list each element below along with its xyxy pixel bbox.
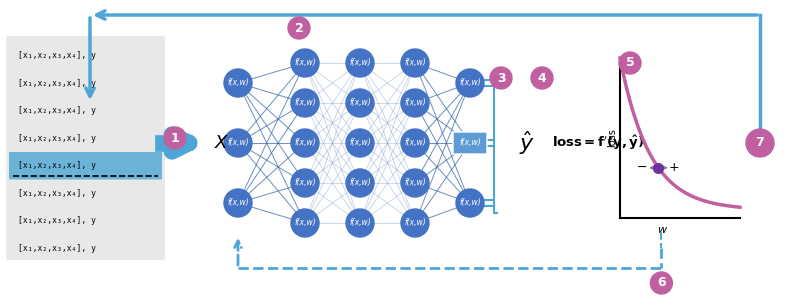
Text: [x₁,x₂,x₃,x₄], y: [x₁,x₂,x₃,x₄], y — [18, 216, 96, 225]
Text: 5: 5 — [626, 57, 634, 69]
Text: 7: 7 — [756, 136, 764, 150]
Text: f(x,w): f(x,w) — [404, 99, 426, 108]
Text: f(x,w): f(x,w) — [349, 218, 371, 227]
Text: f(x,w): f(x,w) — [349, 58, 371, 68]
Text: 4: 4 — [538, 72, 546, 85]
Text: [x₁,x₂,x₃,x₄], y: [x₁,x₂,x₃,x₄], y — [18, 134, 96, 143]
Text: f(x,w): f(x,w) — [294, 218, 316, 227]
Circle shape — [531, 67, 553, 89]
Circle shape — [224, 69, 252, 97]
Text: f(x,w): f(x,w) — [404, 179, 426, 187]
Circle shape — [291, 169, 319, 197]
Text: f(x,w): f(x,w) — [227, 78, 249, 88]
Circle shape — [346, 169, 374, 197]
Text: [x₁,x₂,x₃,x₄], y: [x₁,x₂,x₃,x₄], y — [18, 106, 96, 115]
Circle shape — [401, 49, 429, 77]
Text: f(x,w): f(x,w) — [349, 179, 371, 187]
Text: f(x,w): f(x,w) — [227, 139, 249, 148]
Circle shape — [401, 209, 429, 237]
Circle shape — [346, 129, 374, 157]
Text: 2: 2 — [294, 21, 303, 35]
Text: $\hat{y}$: $\hat{y}$ — [519, 129, 535, 157]
Text: $\mathbf{loss = f^{\prime}(y,\hat{y})}$: $\mathbf{loss = f^{\prime}(y,\hat{y})}$ — [552, 134, 645, 152]
Text: [x₁,x₂,x₃,x₄], y: [x₁,x₂,x₃,x₄], y — [18, 51, 96, 60]
Circle shape — [164, 127, 186, 149]
Circle shape — [288, 17, 310, 39]
Text: 3: 3 — [497, 72, 506, 85]
Text: [x₁,x₂,x₃,x₄], y: [x₁,x₂,x₃,x₄], y — [18, 161, 96, 170]
Circle shape — [456, 69, 484, 97]
Circle shape — [346, 89, 374, 117]
Circle shape — [401, 129, 429, 157]
Circle shape — [401, 169, 429, 197]
Circle shape — [346, 49, 374, 77]
Circle shape — [346, 209, 374, 237]
FancyBboxPatch shape — [9, 152, 162, 179]
Circle shape — [401, 89, 429, 117]
Circle shape — [619, 52, 641, 74]
Text: +: + — [669, 161, 680, 174]
Text: f(x,w): f(x,w) — [459, 198, 481, 207]
Text: f(x,w): f(x,w) — [459, 78, 481, 88]
Text: f(x,w): f(x,w) — [404, 58, 426, 68]
Text: f(x,w): f(x,w) — [349, 99, 371, 108]
Circle shape — [746, 129, 774, 157]
Text: loss: loss — [607, 128, 617, 148]
Text: f(x,w): f(x,w) — [294, 58, 316, 68]
Circle shape — [291, 49, 319, 77]
Circle shape — [291, 129, 319, 157]
Circle shape — [291, 89, 319, 117]
Text: f(x,w): f(x,w) — [294, 139, 316, 148]
Text: f(x,w): f(x,w) — [294, 99, 316, 108]
Text: 6: 6 — [657, 277, 666, 289]
Circle shape — [224, 129, 252, 157]
Circle shape — [291, 209, 319, 237]
Text: f(x,w): f(x,w) — [349, 139, 371, 148]
Text: −: − — [637, 161, 648, 174]
Text: [x₁,x₂,x₃,x₄], y: [x₁,x₂,x₃,x₄], y — [18, 189, 96, 198]
Text: $\mathbf{\mathit{X}}$: $\mathbf{\mathit{X}}$ — [214, 134, 230, 152]
Text: f(x,w): f(x,w) — [404, 139, 426, 148]
FancyBboxPatch shape — [453, 132, 487, 154]
Text: [x₁,x₂,x₃,x₄], y: [x₁,x₂,x₃,x₄], y — [18, 79, 96, 88]
Circle shape — [224, 189, 252, 217]
Circle shape — [456, 189, 484, 217]
Circle shape — [490, 67, 512, 89]
FancyBboxPatch shape — [6, 36, 165, 260]
Circle shape — [650, 272, 672, 294]
Text: w: w — [657, 225, 666, 235]
Text: f(x,w): f(x,w) — [227, 198, 249, 207]
Text: f(x,w): f(x,w) — [459, 139, 481, 148]
Text: [x₁,x₂,x₃,x₄], y: [x₁,x₂,x₃,x₄], y — [18, 244, 96, 253]
Text: 1: 1 — [170, 131, 179, 145]
Text: f(x,w): f(x,w) — [294, 179, 316, 187]
Text: f(x,w): f(x,w) — [404, 218, 426, 227]
